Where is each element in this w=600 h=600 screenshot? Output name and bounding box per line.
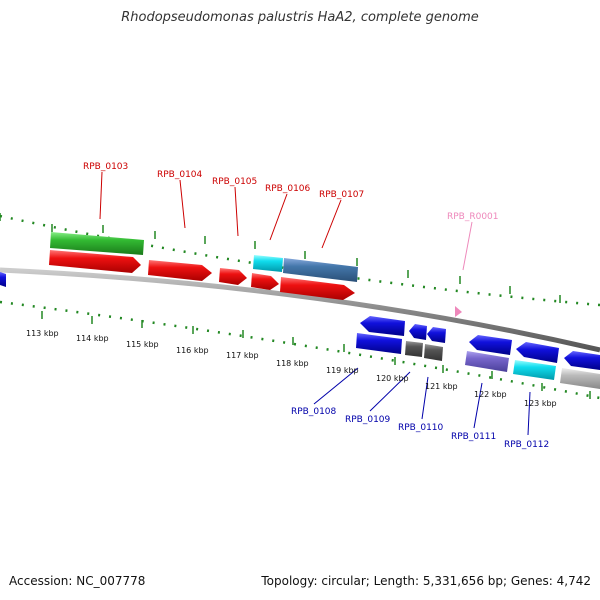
tick-label: 119 kbp [326, 366, 359, 375]
gene-rpb-0104 [148, 260, 212, 281]
tick-label: 118 kbp [276, 359, 309, 368]
gene-blue-a [360, 316, 405, 336]
gene-red-4 [251, 273, 279, 290]
gene-rpb-0103 [50, 232, 144, 255]
tick-label: 114 kbp [76, 334, 109, 343]
gene-rpb-0112 [513, 360, 556, 380]
gene-label-rpb-0109: RPB_0109 [345, 415, 391, 425]
origin-marker [455, 306, 462, 317]
gene-red-5 [280, 277, 355, 300]
gene-label-rpb-0104: RPB_0104 [157, 170, 203, 180]
topology-label: Topology: circular; Length: 5,331,656 bp… [261, 574, 591, 588]
gene-rpb-0108 [356, 333, 402, 354]
gene-label-rpb-0105: RPB_0105 [212, 177, 257, 187]
gene-label-rpb-0110: RPB_0110 [398, 423, 444, 433]
tick-label: 120 kbp [376, 374, 409, 383]
gene-red-1 [49, 250, 141, 273]
gene-blue-f [564, 351, 600, 370]
gene-label-rpb-r0001: RPB_R0001 [447, 212, 499, 222]
scale-tick-labels: 113 kbp 114 kbp 115 kbp 116 kbp 117 kbp … [26, 329, 557, 408]
genome-backbone [0, 267, 600, 353]
forward-callouts [99, 171, 473, 271]
gene-rpb-0111 [465, 351, 509, 372]
gene-label-rpb-0103: RPB_0103 [83, 162, 128, 172]
gene-rpb-0106 [253, 255, 283, 272]
gene-rpb-0107 [283, 258, 358, 282]
inner-major-ticks [41, 311, 591, 399]
tick-label: 122 kbp [474, 390, 507, 399]
tick-label: 116 kbp [176, 346, 209, 355]
gene-rpb-0109 [405, 341, 423, 357]
tick-label: 123 kbp [524, 399, 557, 408]
gene-label-rpb-0106: RPB_0106 [265, 184, 311, 194]
gene-label-rpb-0112: RPB_0112 [504, 440, 549, 450]
accession-label: Accession: NC_007778 [9, 574, 146, 588]
gene-label-rpb-0108: RPB_0108 [291, 407, 337, 417]
gene-label-rpb-0107: RPB_0107 [319, 190, 364, 200]
gene-lightgray [560, 368, 600, 389]
reverse-genes-row1 [0, 272, 600, 370]
gene-partial-left [0, 272, 6, 287]
reverse-gene-labels: RPB_0108 RPB_0109 RPB_0110 RPB_0111 RPB_… [291, 407, 549, 450]
gene-blue-b [409, 324, 427, 340]
gene-rpb-0105 [219, 268, 247, 285]
gene-rpb-0110 [424, 344, 443, 361]
gene-blue-c [427, 327, 446, 343]
tick-label: 113 kbp [26, 329, 59, 338]
outer-major-ticks [0, 213, 561, 303]
map-title: Rhodopseudomonas palustris HaA2, complet… [121, 10, 479, 25]
reverse-callouts [313, 367, 531, 436]
tick-label: 115 kbp [126, 340, 159, 349]
gene-blue-d [469, 335, 512, 355]
forward-genes-row1 [50, 232, 358, 282]
tick-label: 117 kbp [226, 351, 259, 360]
gene-label-rpb-0111: RPB_0111 [451, 432, 496, 442]
reverse-genes-row2 [356, 333, 600, 389]
gene-blue-e [516, 342, 559, 363]
tick-label: 121 kbp [425, 382, 458, 391]
forward-genes-row2 [49, 250, 355, 300]
forward-gene-labels: RPB_0103 RPB_0104 RPB_0105 RPB_0106 RPB_… [83, 162, 499, 222]
